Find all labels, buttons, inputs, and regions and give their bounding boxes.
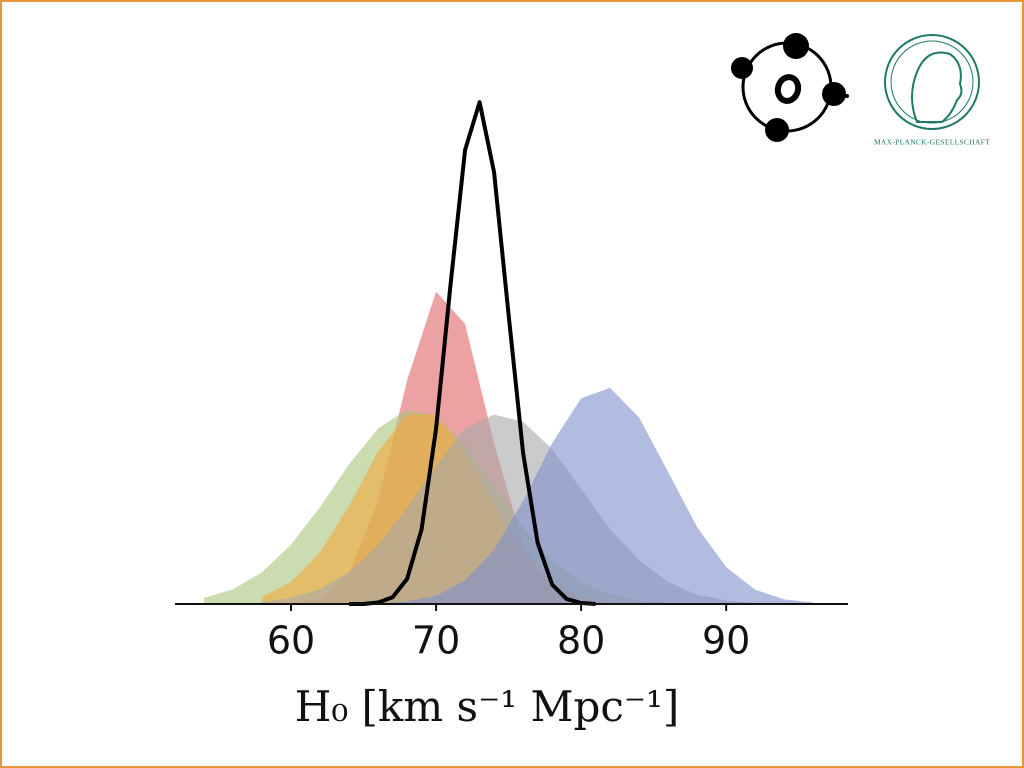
density-area — [378, 387, 814, 604]
x-tick-label: 70 — [412, 619, 460, 663]
logo-blob — [822, 82, 846, 106]
mpg-ring — [884, 34, 980, 130]
x-tick-label: 60 — [267, 619, 315, 663]
x-tick-label: 90 — [702, 619, 750, 663]
mpg-text: MAX-PLANCK-GESELLSCHAFT — [874, 138, 990, 147]
mpg-logo: MAX-PLANCK-GESELLSCHAFT — [874, 34, 990, 147]
x-axis-label: H₀ [km s⁻¹ Mpc⁻¹] — [295, 682, 680, 731]
logo-o — [774, 74, 802, 104]
mpg-head — [911, 51, 963, 123]
plot-area — [204, 100, 814, 606]
logo-blob — [765, 118, 789, 142]
logo-blob — [783, 33, 809, 59]
x-tick-label: 80 — [557, 619, 605, 663]
logo-blob — [731, 57, 753, 79]
logo-dot — [845, 94, 849, 98]
holicow-logo — [731, 33, 849, 142]
logo-ring — [741, 41, 833, 133]
density-line — [349, 100, 596, 606]
